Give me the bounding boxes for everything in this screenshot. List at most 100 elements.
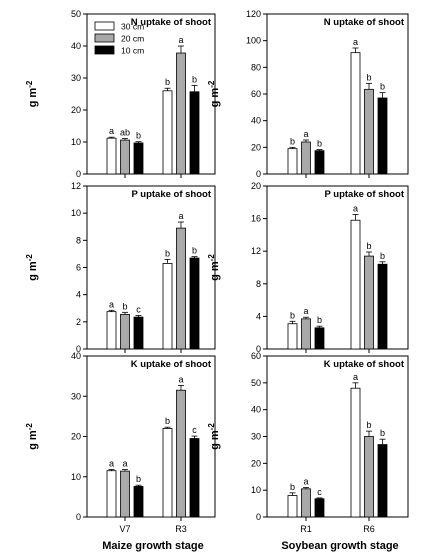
x-tick-label: R3 xyxy=(175,524,187,534)
y-tick-label: 40 xyxy=(71,41,81,51)
y-tick-label: 20 xyxy=(71,105,81,115)
bar xyxy=(162,263,173,350)
y-tick-label: 16 xyxy=(251,214,261,224)
y-tick-label: 40 xyxy=(251,405,261,415)
y-tick-label: 20 xyxy=(251,181,261,191)
bar xyxy=(176,52,186,175)
y-axis-label-sup: -2 xyxy=(25,80,34,88)
significance-label: a xyxy=(303,129,308,139)
significance-label: b xyxy=(165,77,170,87)
significance-label: b xyxy=(290,310,295,320)
bar xyxy=(133,142,144,175)
y-axis-label-sup: -2 xyxy=(207,423,216,431)
y-tick-label: 50 xyxy=(251,378,261,388)
significance-label: b xyxy=(165,248,170,258)
significance-label: b xyxy=(122,301,127,311)
significance-label: a xyxy=(109,299,114,309)
legend-swatch xyxy=(94,45,115,55)
significance-label: a xyxy=(178,374,183,384)
significance-label: b xyxy=(317,139,322,149)
significance-label: a xyxy=(353,372,358,382)
significance-label: a xyxy=(303,476,308,486)
y-tick-label: 4 xyxy=(256,311,261,321)
plot-frame xyxy=(266,185,409,350)
bar xyxy=(350,219,361,350)
y-tick-label: 0 xyxy=(76,344,81,354)
significance-label: b xyxy=(136,131,141,141)
significance-label: b xyxy=(165,416,170,426)
bar xyxy=(176,389,186,518)
y-axis-label: g m-2 xyxy=(25,254,39,281)
y-tick-label: 0 xyxy=(256,169,261,179)
significance-label: a xyxy=(353,37,358,47)
x-tick-label: V7 xyxy=(119,524,130,534)
significance-label: b xyxy=(290,482,295,492)
significance-label: b xyxy=(366,420,371,430)
y-axis-label: g m-2 xyxy=(207,80,221,107)
significance-label: a xyxy=(353,204,358,214)
panel-title: P uptake of shoot xyxy=(324,189,404,200)
significance-label: c xyxy=(317,487,322,497)
significance-label: a xyxy=(303,306,308,316)
y-tick-label: 0 xyxy=(256,512,261,522)
significance-label: b xyxy=(192,246,197,256)
significance-label: b xyxy=(380,251,385,261)
y-tick-label: 12 xyxy=(251,246,261,256)
bar xyxy=(377,263,388,350)
bar xyxy=(189,438,200,518)
bar xyxy=(162,90,173,175)
bar xyxy=(133,486,144,518)
bar xyxy=(314,327,325,350)
bar xyxy=(106,311,117,350)
y-tick-label: 20 xyxy=(71,432,81,442)
bar xyxy=(301,488,311,518)
y-axis-label-main: g m xyxy=(27,261,39,281)
significance-label: b xyxy=(366,241,371,251)
y-tick-label: 8 xyxy=(76,235,81,245)
bar xyxy=(364,436,374,518)
bar xyxy=(120,470,130,518)
legend: 30 cm 20 cm 10 cm xyxy=(94,21,144,56)
panel-title: N uptake of shoot xyxy=(131,17,212,28)
significance-label: ab xyxy=(120,127,130,137)
y-tick-label: 8 xyxy=(256,279,261,289)
y-tick-label: 10 xyxy=(71,137,81,147)
significance-label: a xyxy=(122,459,127,469)
panel-title: P uptake of shoot xyxy=(131,189,211,200)
y-tick-label: 4 xyxy=(76,290,81,300)
bar xyxy=(287,495,298,518)
significance-label: b xyxy=(380,82,385,92)
bar xyxy=(287,323,298,350)
y-tick-label: 50 xyxy=(71,9,81,19)
legend-swatch xyxy=(94,21,115,31)
legend-label: 10 cm xyxy=(121,46,144,56)
significance-label: a xyxy=(178,211,183,221)
panel-title: N uptake of shoot xyxy=(324,17,405,28)
y-tick-label: 80 xyxy=(251,62,261,72)
bar xyxy=(133,316,144,350)
y-tick-label: 10 xyxy=(251,485,261,495)
bar xyxy=(189,91,200,175)
bar xyxy=(176,227,186,350)
y-tick-label: 0 xyxy=(76,512,81,522)
y-tick-label: 40 xyxy=(71,351,81,361)
bar xyxy=(350,387,361,518)
y-axis-label-sup: -2 xyxy=(207,80,216,88)
panel-title: K uptake of shoot xyxy=(324,359,405,370)
y-tick-label: 12 xyxy=(71,181,81,191)
legend-label: 30 cm xyxy=(121,22,144,32)
y-tick-label: 30 xyxy=(71,73,81,83)
y-tick-label: 0 xyxy=(256,344,261,354)
y-axis-label-main: g m xyxy=(209,261,221,281)
y-axis-label-main: g m xyxy=(209,430,221,450)
legend-label: 20 cm xyxy=(121,34,144,44)
significance-label: b xyxy=(136,474,141,484)
significance-label: a xyxy=(109,126,114,136)
y-axis-label: g m-2 xyxy=(25,423,39,450)
y-tick-label: 30 xyxy=(251,432,261,442)
bar xyxy=(314,150,325,175)
bar xyxy=(350,52,361,175)
